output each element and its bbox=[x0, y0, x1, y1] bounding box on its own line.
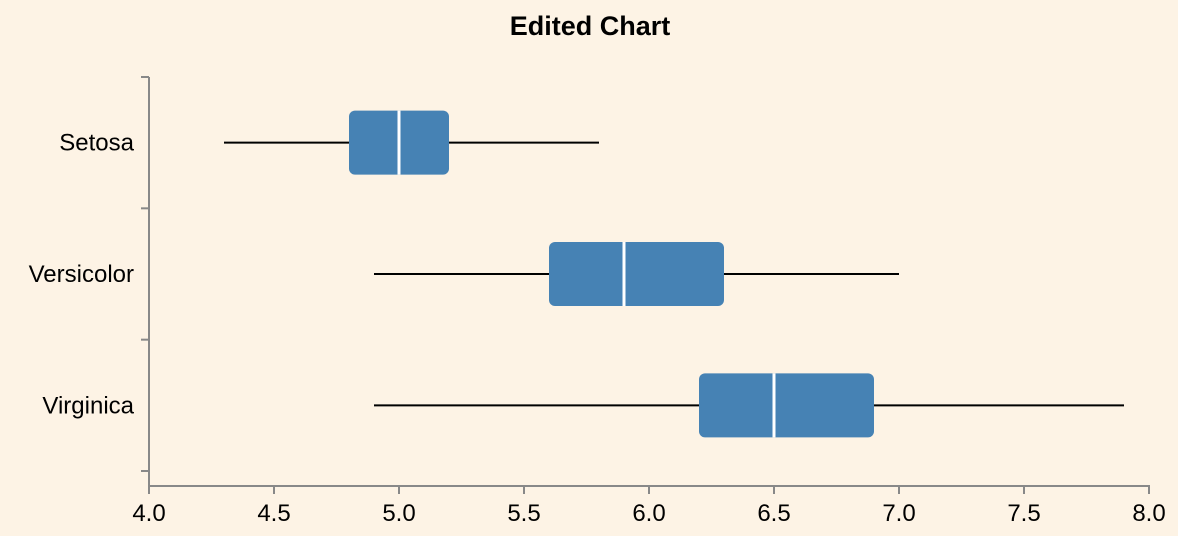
iqr-box bbox=[549, 242, 724, 306]
boxplot-series bbox=[224, 110, 1124, 438]
x-tick-label: 6.5 bbox=[757, 500, 790, 527]
box-group bbox=[374, 373, 1124, 438]
x-tick-label: 5.5 bbox=[507, 500, 540, 527]
x-tick-label: 8.0 bbox=[1132, 500, 1165, 527]
box-group bbox=[374, 242, 899, 306]
category-label: Setosa bbox=[59, 130, 134, 157]
chart-title: Edited Chart bbox=[510, 11, 671, 41]
box-group bbox=[224, 110, 599, 175]
axis-ticks: 4.0 4.5 5.0 5.5 6.0 6.5 7.0 7.5 8.0 Setosa Versico… bbox=[29, 76, 1166, 527]
category-label: Versicolor bbox=[29, 261, 134, 288]
x-tick-label: 6.0 bbox=[632, 500, 665, 527]
x-tick-label: 4.5 bbox=[257, 500, 290, 527]
x-tick-label: 7.5 bbox=[1007, 500, 1040, 527]
category-label: Virginica bbox=[42, 392, 134, 419]
x-tick-label: 4.0 bbox=[132, 500, 165, 527]
iqr-box bbox=[699, 373, 874, 438]
x-tick-label: 7.0 bbox=[882, 500, 915, 527]
x-tick-label: 5.0 bbox=[382, 500, 415, 527]
